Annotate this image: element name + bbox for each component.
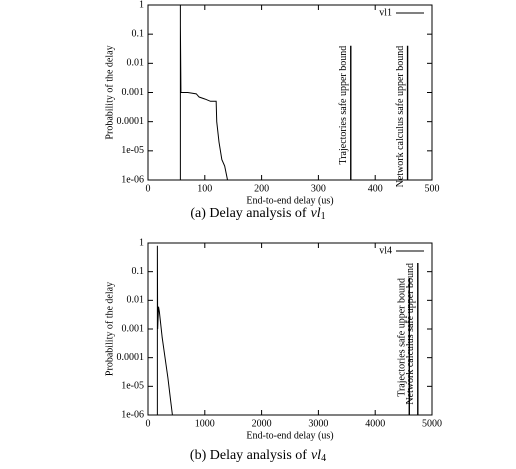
y-tick-label: 0.0001 (117, 352, 145, 363)
y-tick-label: 1 (139, 237, 144, 248)
caption: (b) Delay analysis of vl4 (190, 448, 326, 464)
x-tick-label: 4000 (365, 418, 385, 429)
x-axis-label: End-to-end delay (us) (246, 195, 333, 206)
y-tick-label: 0.01 (127, 58, 145, 69)
caption: (a) Delay analysis of vl1 (190, 206, 325, 222)
x-tick-label: 300 (311, 183, 326, 194)
caption-text: (a) Delay analysis of (190, 206, 307, 221)
y-axis-label: Probability of the delay (104, 282, 115, 376)
bound-label: Network calculus safe upper bound (395, 46, 406, 188)
y-tick-label: 1 (139, 0, 144, 10)
caption-var: vl (311, 206, 321, 221)
legend-label: vl1 (379, 7, 392, 18)
x-axis-label: End-to-end delay (us) (246, 430, 333, 441)
bound-label: Network calculus safe upper bound (405, 263, 416, 405)
plot-frame (147, 242, 433, 416)
x-tick-label: 500 (425, 183, 440, 194)
y-tick-label: 0.01 (127, 295, 145, 306)
x-tick-label: 0 (146, 418, 151, 429)
x-tick-label: 200 (254, 183, 269, 194)
x-tick-label: 3000 (308, 418, 328, 429)
caption-sub: 1 (321, 211, 326, 222)
y-tick-label: 1e-05 (121, 145, 144, 156)
y-tick-label: 1e-05 (121, 381, 144, 392)
y-tick-label: 0.1 (132, 28, 145, 39)
x-tick-label: 100 (197, 183, 212, 194)
data-line (179, 5, 229, 181)
y-tick-label: 1e-06 (121, 409, 144, 420)
y-tick-label: 0.001 (122, 87, 145, 98)
x-tick-label: 0 (146, 183, 151, 194)
y-tick-label: 1e-06 (121, 174, 144, 185)
caption-sub: 4 (321, 453, 326, 464)
caption-var: vl (311, 448, 321, 463)
x-tick-label: 1000 (195, 418, 215, 429)
y-tick-label: 0.1 (132, 266, 145, 277)
bound-label: Trajectories safe upper bound (338, 46, 349, 165)
x-tick-label: 2000 (252, 418, 272, 429)
data-line (156, 245, 173, 416)
x-tick-label: 5000 (422, 418, 442, 429)
x-tick-label: 400 (368, 183, 383, 194)
legend-label: vl4 (379, 245, 392, 256)
bound-label: Trajectories safe upper bound (397, 278, 408, 397)
caption-text: (b) Delay analysis of (190, 448, 307, 463)
y-axis-label: Probability of the delay (104, 45, 115, 139)
y-tick-label: 0.001 (122, 323, 145, 334)
y-tick-label: 0.0001 (117, 116, 145, 127)
